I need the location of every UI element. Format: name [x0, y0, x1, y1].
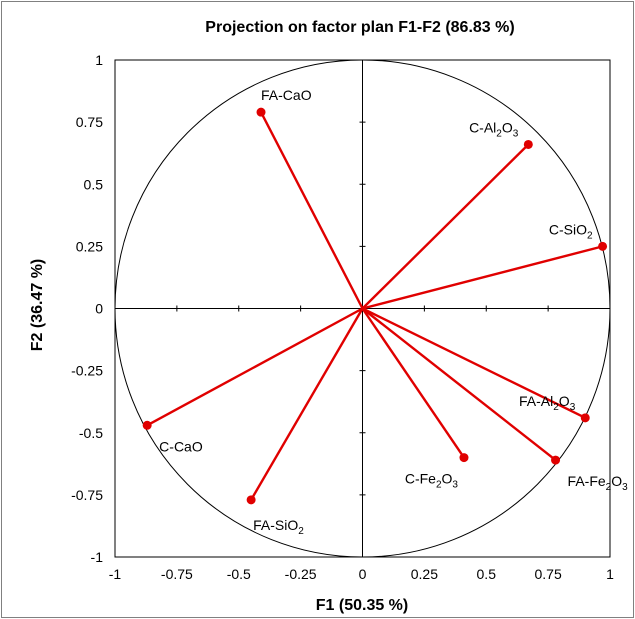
- x-tick-label: -0.75: [161, 566, 193, 582]
- y-tick-label: -1: [91, 549, 104, 565]
- vector-line: [361, 307, 557, 462]
- point-label: C-Al2O3: [469, 119, 519, 139]
- data-point: [551, 455, 561, 465]
- point-label: FA-Fe2O3: [568, 473, 629, 493]
- x-tick-label: 0.25: [411, 566, 438, 582]
- point-label: FA-SiO2: [253, 517, 304, 537]
- y-tick-label: 0.75: [76, 114, 103, 130]
- x-axis-label: F1 (50.35 %): [316, 597, 408, 614]
- y-axis-label: F2 (36.47 %): [29, 259, 46, 351]
- x-tick-label: 0: [359, 566, 367, 582]
- data-point: [256, 107, 266, 117]
- data-point: [459, 453, 469, 463]
- x-tick-label: 0.75: [535, 566, 562, 582]
- y-tick-labels: 1 0.75 0.5 0.25 0 -0.25 -0.5 -0.75 -1: [71, 52, 103, 565]
- vector-line: [250, 307, 364, 501]
- x-tick-label: 1: [606, 566, 614, 582]
- data-point: [580, 413, 590, 423]
- vector-line: [362, 245, 603, 310]
- chart-title: Projection on factor plan F1-F2 (86.83 %…: [205, 19, 514, 36]
- x-tick-labels: -1 -0.75 -0.5 -0.25 0 0.25 0.5 0.75 1: [109, 566, 614, 582]
- vector-line: [259, 111, 364, 310]
- data-point: [598, 241, 608, 251]
- x-tick-label: -1: [109, 566, 122, 582]
- data-point: [523, 139, 533, 149]
- vector-line: [146, 307, 364, 427]
- point-label: C-CaO: [159, 438, 203, 454]
- plot-area: FA-CaO C-Al2O3 C-SiO2 FA-Al2O3 FA-Fe2O3 C-Fe2…: [114, 59, 629, 558]
- vector-line: [361, 143, 530, 310]
- y-tick-label: 0.25: [76, 238, 103, 254]
- x-tick-label: -0.25: [285, 566, 317, 582]
- point-label: FA-Al2O3: [519, 393, 576, 413]
- x-tick-label: -0.5: [227, 566, 251, 582]
- data-point: [142, 420, 152, 430]
- y-tick-label: -0.75: [71, 487, 103, 503]
- y-tick-label: 0.5: [84, 176, 104, 192]
- point-label: C-SiO2: [549, 221, 593, 241]
- vector-line: [361, 307, 586, 419]
- y-tick-label: 0: [95, 301, 103, 317]
- y-tick-label: 1: [95, 52, 103, 68]
- point-label: FA-CaO: [261, 87, 312, 103]
- vector-line: [361, 307, 465, 459]
- x-tick-label: 0.5: [477, 566, 497, 582]
- point-label: C-Fe2O3: [405, 471, 459, 491]
- y-tick-label: -0.5: [79, 425, 103, 441]
- y-tick-label: -0.25: [71, 363, 103, 379]
- data-point: [246, 495, 256, 505]
